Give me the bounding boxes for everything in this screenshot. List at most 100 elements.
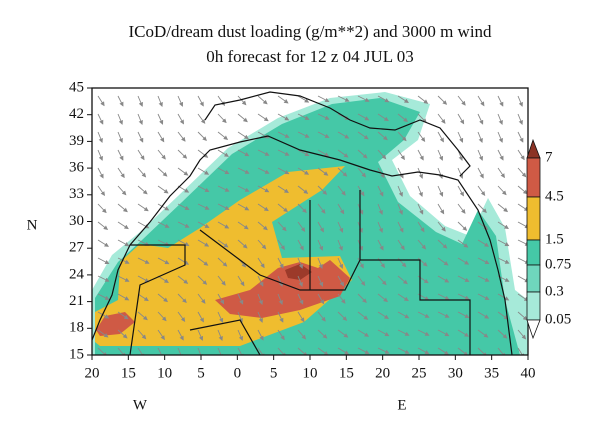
- colorbar-bin: [526, 291, 541, 321]
- wind-arrow: [437, 293, 450, 300]
- wind-arrow: [457, 185, 464, 197]
- wind-arrow: [157, 113, 164, 125]
- wind-arrow: [97, 275, 110, 282]
- wind-arrow: [157, 311, 167, 322]
- wind-arrow: [317, 329, 328, 339]
- wind-arrow: [97, 185, 106, 197]
- lat-tick-label: 33: [69, 186, 84, 202]
- wind-arrow: [197, 185, 210, 192]
- wind-arrow: [277, 329, 285, 341]
- wind-arrow: [197, 221, 210, 228]
- colorbar-under: [526, 319, 541, 340]
- wind-arrow: [217, 311, 224, 323]
- lat-tick-label: 39: [69, 133, 84, 149]
- wind-arrow: [137, 221, 150, 229]
- colorbar-bin: [526, 264, 541, 293]
- wind-arrow: [477, 167, 484, 179]
- wind-arrow: [157, 275, 169, 283]
- wind-arrow: [517, 95, 523, 107]
- wind-arrow: [277, 149, 290, 156]
- wind-arrow: [177, 347, 183, 355]
- wind-arrow: [157, 221, 170, 228]
- wind-arrow: [297, 311, 305, 323]
- title: ICoD/dream dust loading (g/m**2) and 300…: [128, 22, 492, 41]
- wind-arrow: [317, 167, 329, 176]
- wind-arrow: [217, 149, 229, 157]
- wind-arrow: [357, 149, 368, 159]
- wind-arrow: [357, 293, 367, 304]
- wind-arrow: [277, 257, 284, 269]
- wind-arrow: [337, 221, 344, 233]
- wind-arrow: [137, 329, 147, 340]
- wind-arrow: [157, 293, 168, 303]
- wind-arrow: [337, 203, 345, 215]
- wind-arrow: [197, 113, 206, 124]
- lat-tick-label: 15: [69, 346, 84, 362]
- wind-arrow: [157, 131, 165, 143]
- wind-arrow: [397, 113, 408, 123]
- wind-arrow: [417, 131, 426, 142]
- wind-arrow: [117, 95, 124, 107]
- wind-arrow: [177, 239, 190, 246]
- lon-tick-label: 20: [85, 365, 100, 381]
- wind-arrow: [117, 347, 127, 355]
- wind-arrow: [517, 149, 525, 161]
- wind-arrow: [357, 185, 365, 197]
- wind-arrow: [397, 293, 409, 302]
- wind-arrow: [337, 131, 350, 139]
- wind-arrow: [217, 293, 225, 305]
- wind-arrow: [417, 95, 429, 104]
- wind-arrow: [137, 203, 149, 212]
- wind-arrow: [337, 167, 348, 177]
- wind-arrow: [337, 293, 346, 304]
- wind-arrow: [317, 131, 330, 138]
- wind-arrow: [437, 167, 443, 179]
- wind-arrow: [197, 329, 204, 341]
- wind-arrow: [157, 149, 166, 160]
- wind-arrow: [397, 311, 410, 319]
- wind-arrow: [497, 257, 510, 264]
- wind-arrow: [397, 203, 403, 215]
- wind-arrow: [497, 167, 505, 179]
- wind-arrow: [237, 131, 249, 140]
- wind-arrow: [377, 275, 387, 286]
- wind-arrow: [137, 113, 143, 125]
- wind-arrow: [437, 257, 449, 266]
- wind-arrow: [237, 239, 248, 249]
- wind-arrow: [257, 167, 270, 174]
- lat-tick-label: 45: [69, 79, 84, 95]
- wind-arrow: [217, 167, 230, 175]
- wind-arrow: [397, 95, 409, 103]
- wind-arrow: [317, 257, 323, 269]
- wind-arrow: [397, 131, 407, 142]
- wind-arrow: [477, 149, 483, 161]
- wind-arrow: [377, 149, 387, 160]
- wind-arrow: [377, 95, 390, 103]
- wind-arrow: [137, 149, 145, 161]
- wind-arrow: [237, 329, 243, 341]
- wind-arrow: [477, 293, 490, 300]
- wind-arrow: [117, 257, 130, 264]
- wind-arrow: [297, 131, 310, 138]
- wind-arrow: [137, 95, 143, 107]
- wind-arrow: [497, 293, 510, 301]
- wind-arrow: [297, 257, 303, 269]
- wind-arrow: [177, 275, 189, 284]
- wind-arrow: [157, 239, 170, 246]
- lon-tick-label: 10: [303, 365, 318, 381]
- wind-arrow: [257, 329, 264, 341]
- wind-arrow: [237, 311, 243, 323]
- subtitle: 0h forecast for 12 z 04 JUL 03: [206, 47, 414, 66]
- wind-arrow: [277, 185, 289, 193]
- wind-arrow: [417, 239, 427, 250]
- wind-arrow: [297, 95, 310, 103]
- wind-arrow: [97, 293, 110, 300]
- wind-arrow: [377, 329, 390, 337]
- wind-arrow: [317, 149, 330, 157]
- wind-arrow: [357, 95, 370, 102]
- colorbar-label: 7: [545, 149, 553, 165]
- wind-arrow: [257, 131, 270, 139]
- wind-arrow: [437, 131, 444, 143]
- wind-arrow: [97, 167, 104, 179]
- wind-arrow: [117, 131, 123, 143]
